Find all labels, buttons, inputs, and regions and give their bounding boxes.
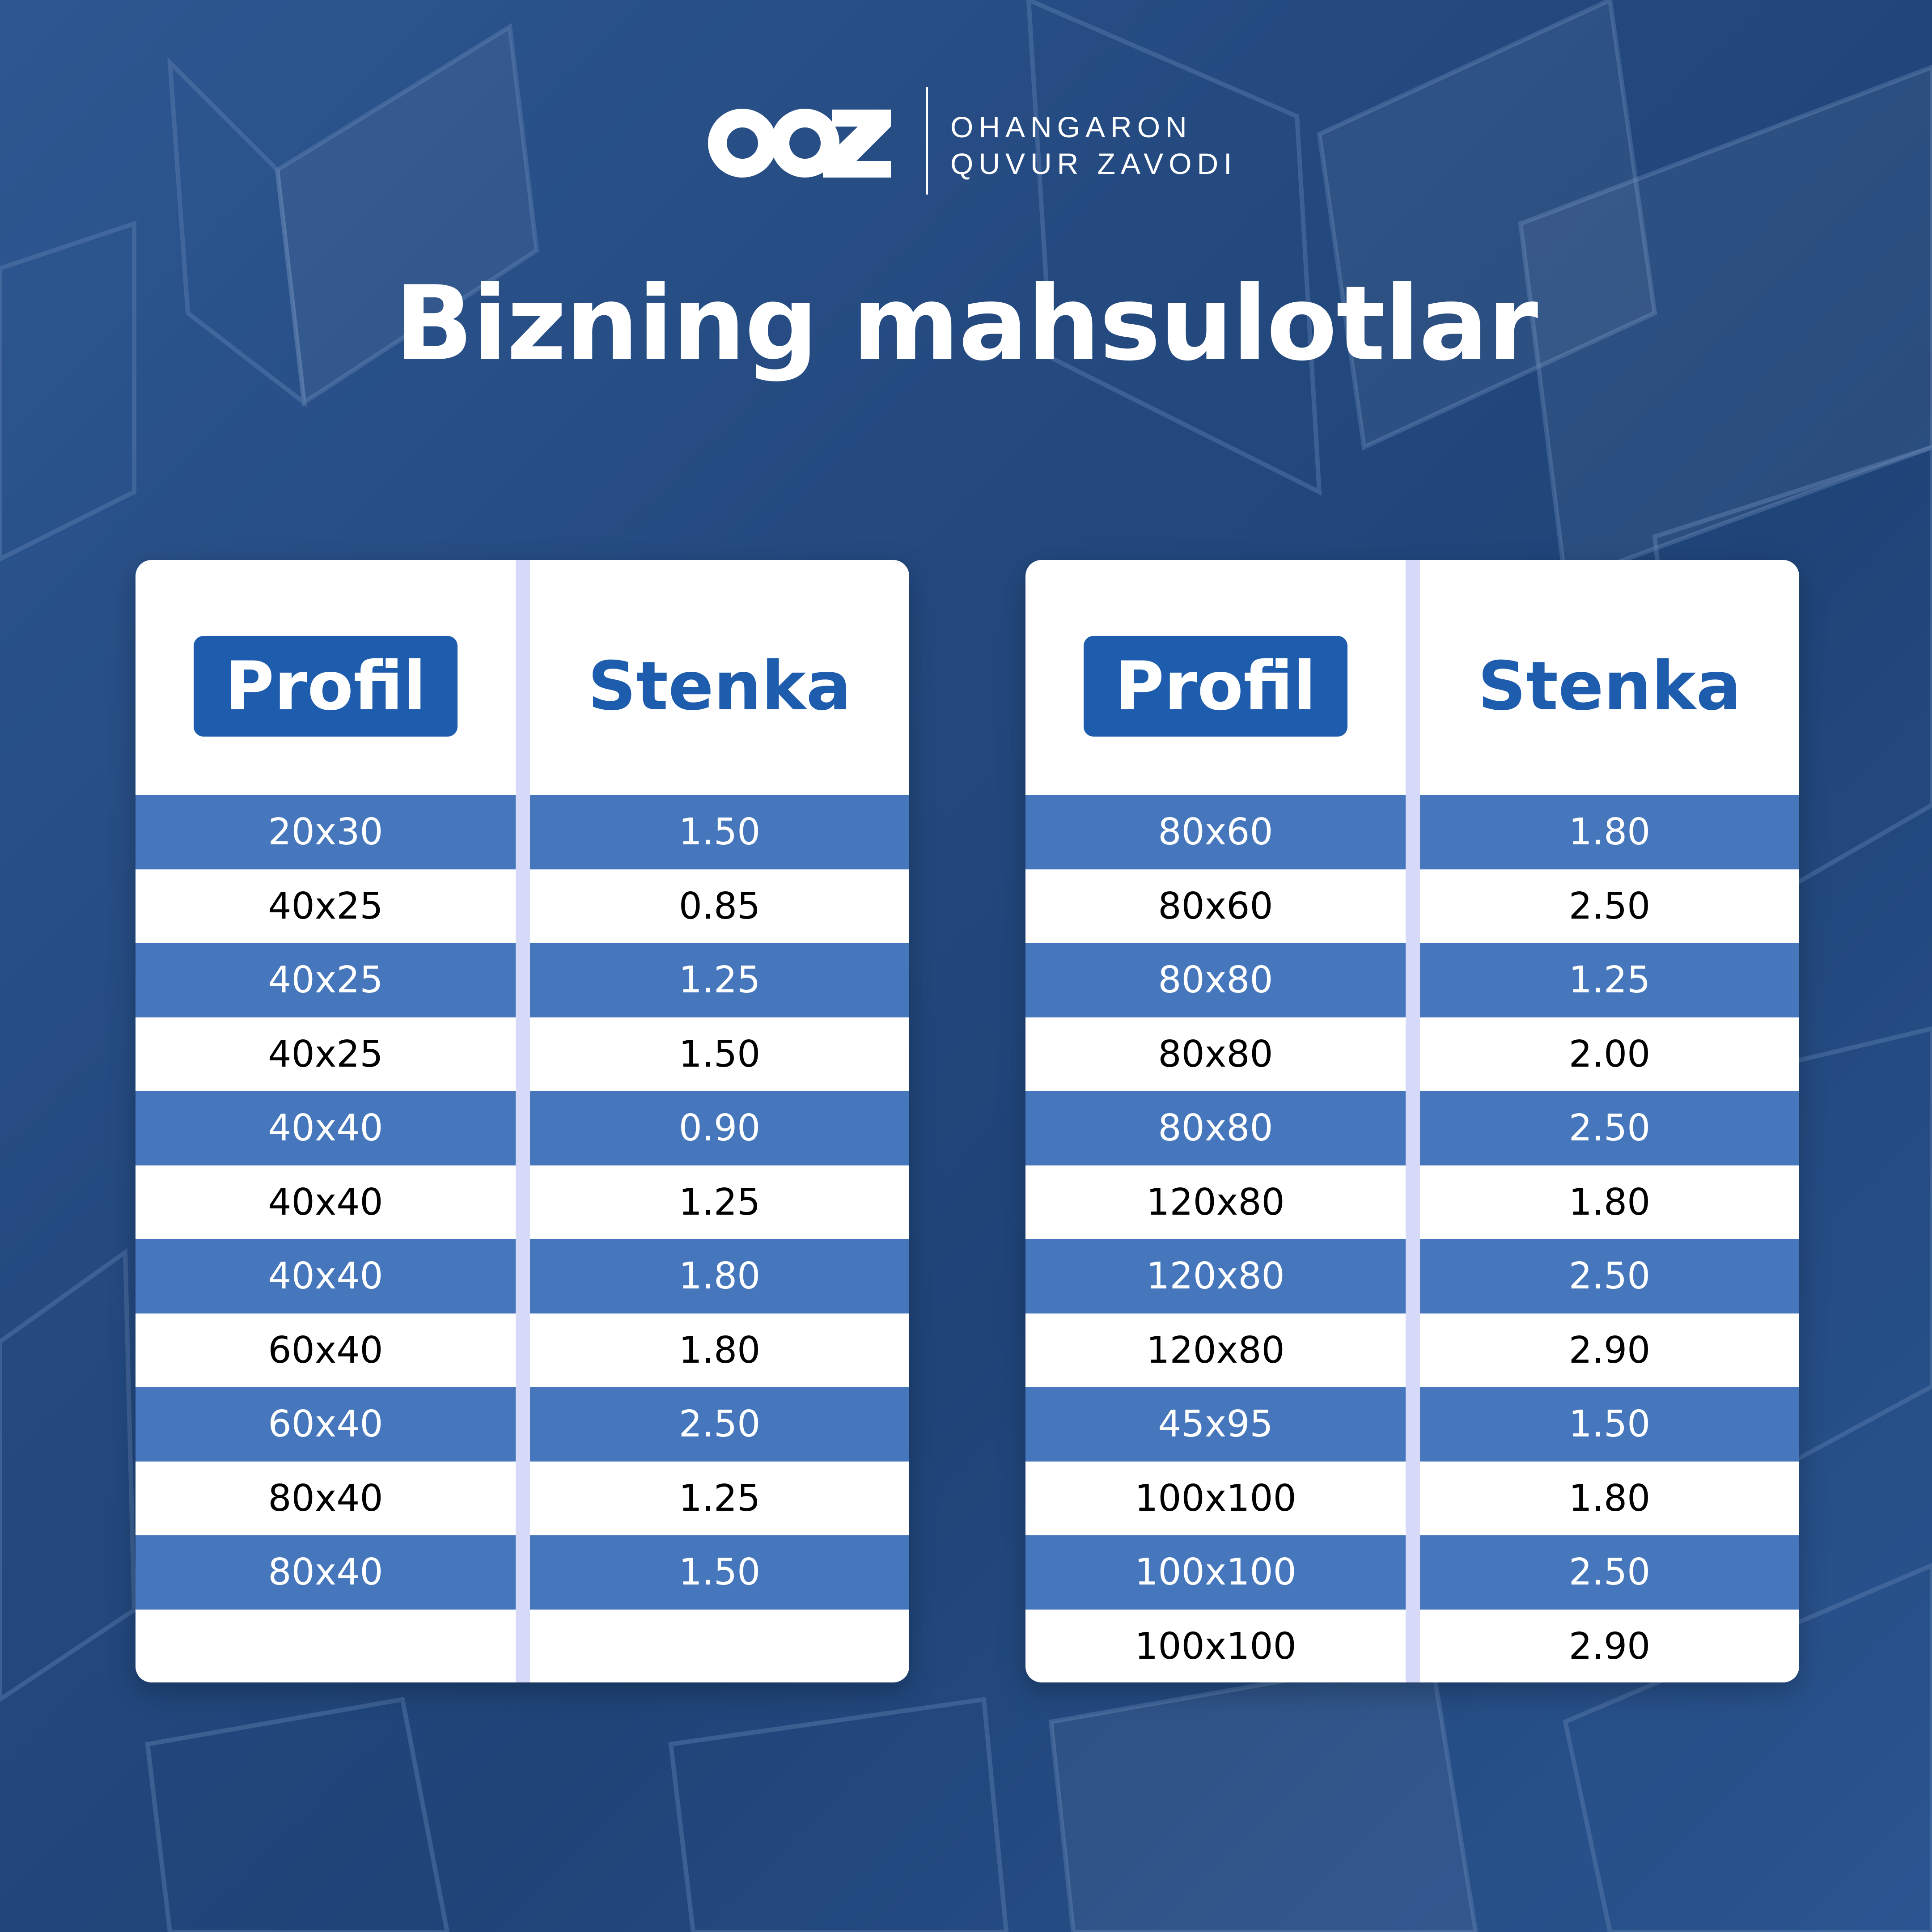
profil-cell: 40x25	[268, 1033, 383, 1076]
product-table-left: Profil Stenka 20x30 1.50 40x25 0.85 40x25 1…	[136, 560, 909, 1682]
stenka-cell: 2.00	[1568, 1033, 1651, 1076]
profil-cell: 60x40	[268, 1329, 383, 1372]
page-title: Bizning mahsulotlar	[394, 264, 1538, 384]
stenka-cell: 2.50	[1568, 885, 1651, 928]
profil-cell: 80x40	[268, 1477, 383, 1520]
stenka-cell: 0.90	[678, 1107, 761, 1150]
stenka-cell: 2.50	[1568, 1107, 1651, 1150]
profil-cell: 100x100	[1135, 1477, 1296, 1520]
stenka-cell: 1.80	[1568, 811, 1651, 854]
profil-cell: 40x25	[268, 885, 383, 928]
table-header: Profil Stenka	[1025, 560, 1799, 795]
profil-header-badge: Profil	[1084, 636, 1347, 737]
stenka-cell: 1.50	[678, 1551, 761, 1594]
profil-cell: 120x80	[1146, 1329, 1285, 1372]
stenka-cell: 1.50	[1568, 1403, 1651, 1446]
profil-cell	[136, 1610, 516, 1683]
stenka-header: Stenka	[1478, 647, 1741, 725]
column-divider	[1406, 560, 1420, 1682]
profil-cell: 100x100	[1135, 1551, 1296, 1594]
stenka-header: Stenka	[588, 647, 852, 725]
profil-cell: 80x80	[1158, 959, 1273, 1002]
logo-divider	[926, 87, 928, 195]
stenka-cell: 2.50	[1568, 1551, 1651, 1594]
stenka-cell	[530, 1610, 909, 1683]
profil-cell: 80x60	[1158, 885, 1273, 928]
stenka-cell: 1.25	[678, 959, 761, 1002]
stenka-cell: 1.80	[1568, 1181, 1651, 1224]
stenka-cell: 0.85	[678, 885, 761, 928]
brand-name: OHANGARON QUVUR ZAVODI	[950, 109, 1237, 182]
profil-cell: 80x80	[1158, 1107, 1273, 1150]
stenka-cell: 1.25	[678, 1477, 761, 1520]
stenka-cell: 1.50	[678, 1033, 761, 1076]
profil-cell: 80x80	[1158, 1033, 1273, 1076]
stenka-cell: 1.25	[678, 1181, 761, 1224]
stenka-cell: 1.50	[678, 811, 761, 854]
profil-cell: 45x95	[1158, 1403, 1273, 1446]
profil-cell: 80x60	[1158, 811, 1273, 854]
profil-cell: 80x40	[268, 1551, 383, 1594]
ooz-logo-mark	[708, 109, 891, 178]
stenka-cell: 2.90	[1568, 1625, 1651, 1668]
profil-cell: 20x30	[268, 811, 383, 854]
table-header: Profil Stenka	[136, 560, 909, 795]
profil-cell: 120x80	[1146, 1255, 1285, 1298]
stenka-cell: 1.80	[678, 1255, 761, 1298]
stenka-cell: 1.80	[1568, 1477, 1651, 1520]
profil-cell: 60x40	[268, 1403, 383, 1446]
profil-cell: 40x40	[268, 1181, 383, 1224]
profil-cell: 120x80	[1146, 1181, 1285, 1224]
brand-line-2: QUVUR ZAVODI	[950, 147, 1237, 180]
column-divider	[516, 560, 530, 1682]
stenka-cell: 2.90	[1568, 1329, 1651, 1372]
stenka-cell: 1.25	[1568, 959, 1651, 1002]
product-table-right: Profil Stenka 80x60 1.80 80x60 2.50 80x80 1…	[1025, 560, 1799, 1682]
profil-cell: 40x25	[268, 959, 383, 1002]
profil-header-badge: Profil	[194, 636, 458, 737]
profil-cell: 100x100	[1135, 1625, 1296, 1668]
profil-cell: 40x40	[268, 1107, 383, 1150]
brand-line-1: OHANGARON	[950, 110, 1192, 144]
stenka-cell: 2.50	[1568, 1255, 1651, 1298]
stenka-cell: 2.50	[678, 1403, 761, 1446]
stenka-cell: 1.80	[678, 1329, 761, 1372]
profil-cell: 40x40	[268, 1255, 383, 1298]
